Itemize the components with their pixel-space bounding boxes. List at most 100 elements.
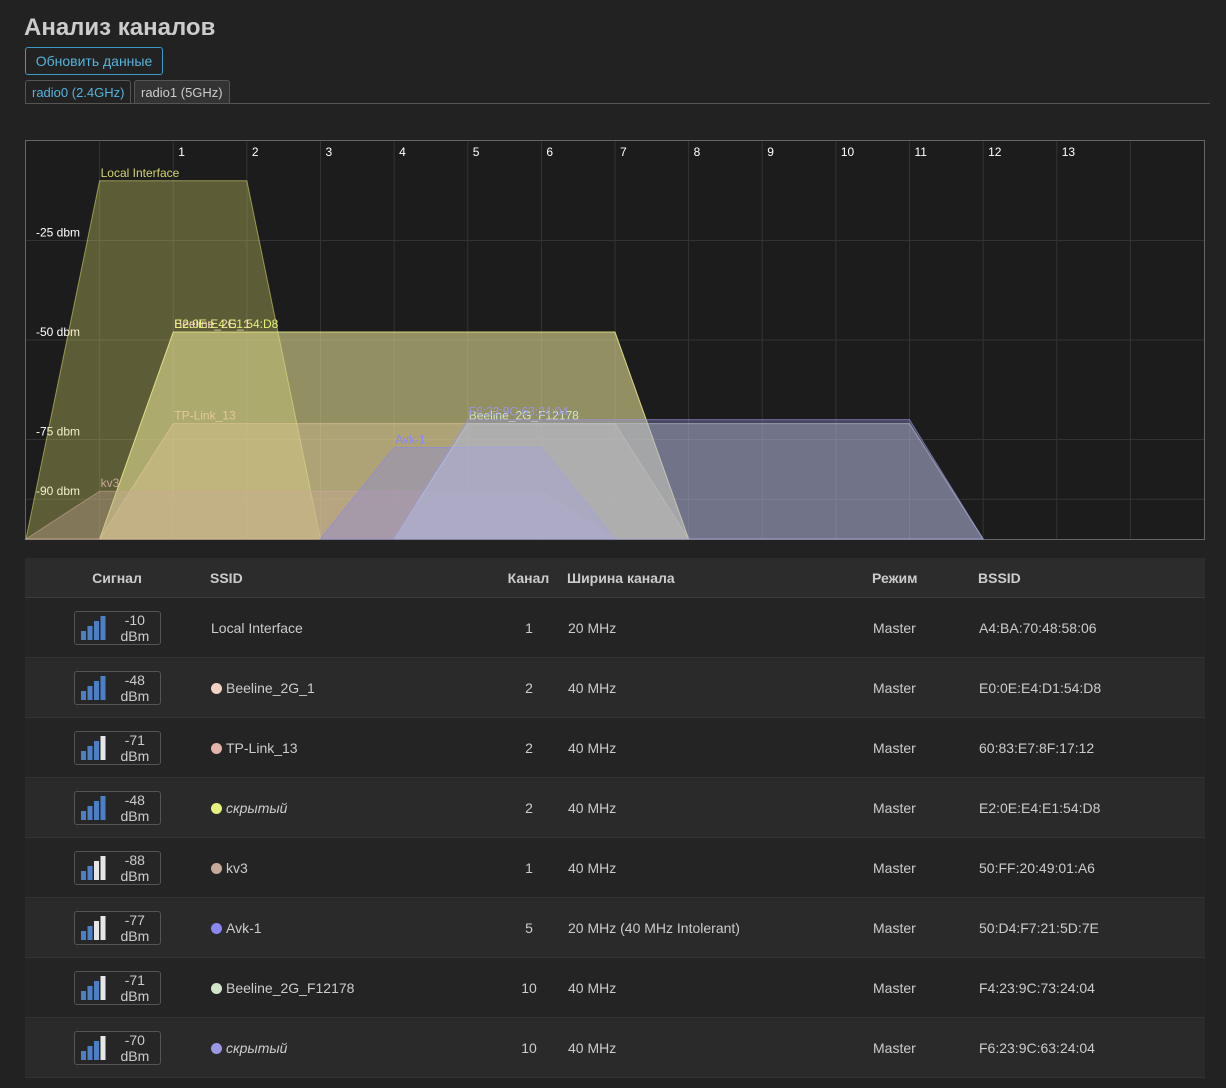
signal-cell: -48 dBm (25, 657, 210, 718)
signal-cell: -71 dBm (25, 717, 210, 778)
tab-radio0[interactable]: radio0 (2.4GHz) (25, 80, 132, 104)
network-row: -70 dBm скрытый 10 40 MHz Master F6:23:9C:63:… (25, 1017, 1205, 1078)
y-tick-label: -90 dbm (36, 484, 80, 498)
ssid-cell: kv3 (210, 837, 491, 898)
network-row: -48 dBm скрытый 2 40 MHz Master E2:0E:E4:E1:5… (25, 777, 1205, 838)
ssid-dot (211, 682, 222, 694)
signal-indicator: -71 dBm (74, 970, 161, 1005)
mode-cell: Master (872, 957, 978, 1018)
signal-icon (81, 675, 106, 700)
network-row: -10 dBm Local Interface 1 20 MHz Master A4:BA… (25, 597, 1205, 658)
width-cell: 40 MHz (567, 777, 872, 838)
signal-bar (100, 855, 106, 880)
network-label: Avk-1 (395, 432, 426, 446)
column-header: Режим (872, 558, 978, 598)
signal-icon (81, 975, 106, 1000)
width-cell: 40 MHz (567, 837, 872, 898)
x-tick-label: 10 (841, 145, 855, 159)
signal-bar (87, 865, 93, 880)
width-cell: 20 MHz (567, 597, 872, 658)
signal-bar (81, 870, 86, 880)
mode-cell: Master (872, 717, 978, 778)
ssid-dot (211, 1042, 222, 1054)
column-header: SSID (210, 558, 491, 598)
signal-bar (100, 675, 106, 700)
signal-cell: -48 dBm (25, 777, 210, 838)
ssid-cell: TP-Link_13 (210, 717, 491, 778)
signal-bar (94, 740, 99, 760)
signal-text: -88 dBm (120, 851, 150, 884)
signal-bar (81, 930, 86, 940)
width-cell: 40 MHz (567, 1017, 872, 1078)
signal-text: -10 dBm (120, 611, 150, 644)
network-row: -77 dBm Avk-1 5 20 MHz (40 MHz Intolerant) M… (25, 897, 1205, 958)
ssid-dot (211, 802, 222, 814)
network-label: TP-Link_13 (174, 409, 236, 423)
refresh-button[interactable]: Обновить данные (25, 47, 163, 75)
mode-cell: Master (872, 837, 978, 898)
signal-bar (81, 1050, 86, 1060)
tab-underline (25, 103, 1210, 104)
width-cell: 40 MHz (567, 957, 872, 1018)
signal-bar (87, 805, 93, 820)
signal-icon (81, 915, 106, 940)
width-cell: 40 MHz (567, 657, 872, 718)
signal-indicator: -10 dBm (74, 610, 161, 645)
signal-text: -48 dBm (120, 791, 150, 824)
mode-cell: Master (872, 597, 978, 658)
ssid-dot (211, 862, 222, 874)
bssid-cell: A4:BA:70:48:58:06 (978, 597, 1205, 658)
signal-bar (94, 620, 99, 640)
signal-indicator: -70 dBm (74, 1030, 161, 1065)
ssid: Local Interface (211, 619, 303, 636)
signal-indicator: -71 dBm (74, 730, 161, 765)
signal-icon (81, 855, 106, 880)
signal-bar (94, 980, 99, 1000)
signal-cell: -88 dBm (25, 837, 210, 898)
x-tick-label: 8 (694, 145, 701, 159)
mode-cell: Master (872, 657, 978, 718)
network-label: F6:23:9C:63:24:04 (469, 405, 569, 419)
x-tick-label: 5 (473, 145, 480, 159)
signal-cell: -77 dBm (25, 897, 210, 958)
bssid-cell: 60:83:E7:8F:17:12 (978, 717, 1205, 778)
bssid-cell: 50:FF:20:49:01:A6 (978, 837, 1205, 898)
x-tick-label: 4 (399, 145, 406, 159)
channel-cell: 1 (491, 597, 567, 658)
signal-bar (87, 745, 93, 760)
x-tick-label: 9 (767, 145, 774, 159)
ssid-dot (211, 922, 222, 934)
signal-bar (81, 810, 86, 820)
signal-indicator: -48 dBm (74, 790, 161, 825)
signal-text: -70 dBm (120, 1031, 150, 1064)
x-tick-label: 7 (620, 145, 627, 159)
signal-bar (87, 1045, 93, 1060)
signal-bar (81, 990, 86, 1000)
ssid: скрытый (226, 799, 288, 816)
column-header: Сигнал (25, 558, 210, 598)
tab-radio1[interactable]: radio1 (5GHz) (134, 80, 230, 104)
network-table: Сигнал SSID Канал Ширина канала Режим BSSID -… (25, 558, 1205, 1078)
page-title: Анализ каналов (24, 14, 216, 41)
signal-bar (81, 690, 86, 700)
signal-bar (87, 685, 93, 700)
signal-bar (100, 735, 106, 760)
bssid-cell: E2:0E:E4:E1:54:D8 (978, 777, 1205, 838)
signal-bar (94, 860, 99, 880)
bssid-cell: 50:D4:F7:21:5D:7E (978, 897, 1205, 958)
ssid-cell: скрытый (210, 1017, 491, 1078)
network-label: E2:0E:E4:E1:54:D8 (174, 317, 278, 331)
signal-text: -71 dBm (120, 731, 150, 764)
network-label: Beeline_2G_1 (174, 317, 250, 331)
signal-bar (100, 915, 106, 940)
signal-indicator: -88 dBm (74, 850, 161, 885)
signal-bar (81, 750, 86, 760)
network-row: -71 dBm TP-Link_13 2 40 MHz Master 60:83:E7:8… (25, 717, 1205, 778)
signal-area (393, 419, 985, 540)
signal-indicator: -48 dBm (74, 670, 161, 705)
signal-bar (87, 925, 93, 940)
channel-cell: 2 (491, 717, 567, 778)
x-tick-label: 3 (326, 145, 333, 159)
